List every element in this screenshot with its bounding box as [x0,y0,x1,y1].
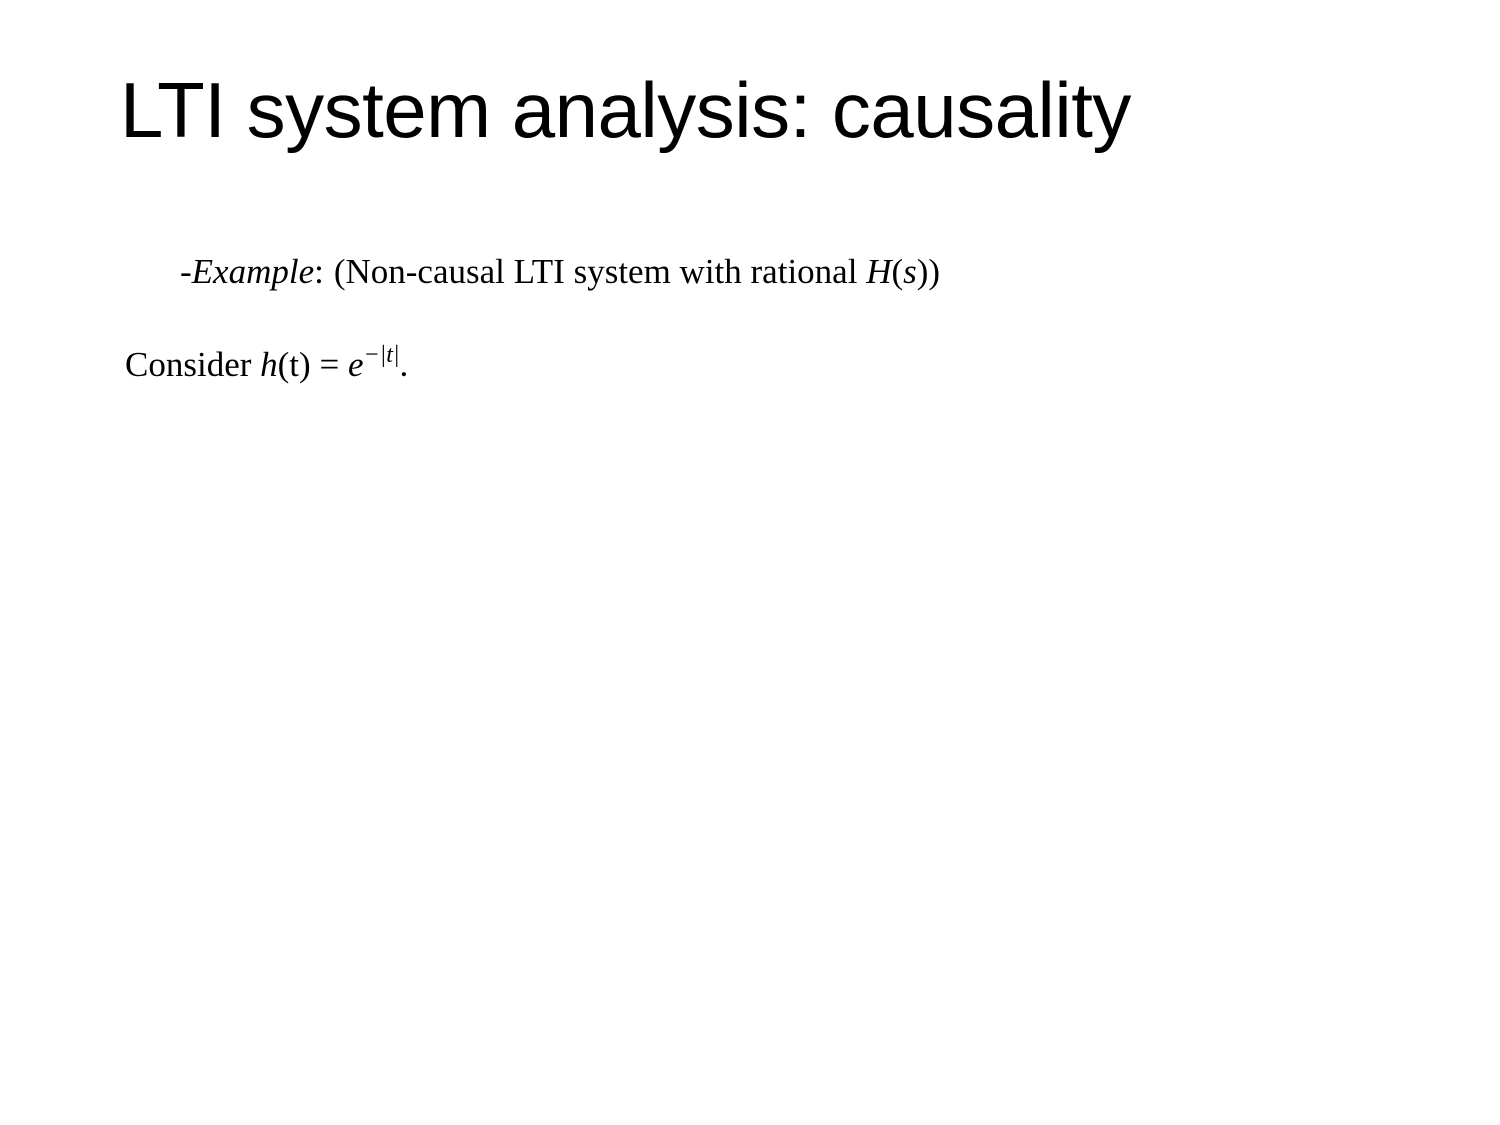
impulse-response-symbol: h [260,345,278,384]
consider-line: Consider h(t) = e−|t|. [125,342,409,386]
closing-parens: )) [916,252,941,291]
example-dash: - [180,252,192,291]
consider-word: Consider [125,345,261,384]
exponent: −|t| [363,342,400,368]
impulse-response-argument: (t) [277,345,311,384]
transfer-function-variable: s [903,252,917,291]
slide-title: LTI system analysis: causality [120,66,1131,154]
transfer-function-open-paren: ( [891,252,904,291]
equals-sign: = [310,345,348,384]
period: . [399,345,409,384]
example-line: -Example: (Non-causal LTI system with rat… [180,251,940,293]
example-label: Example [191,252,315,291]
exponential-base: e [347,345,364,384]
transfer-function-symbol: H [866,252,892,291]
example-description: (Non-causal LTI system with rational [333,252,867,291]
example-colon: : [314,252,324,291]
